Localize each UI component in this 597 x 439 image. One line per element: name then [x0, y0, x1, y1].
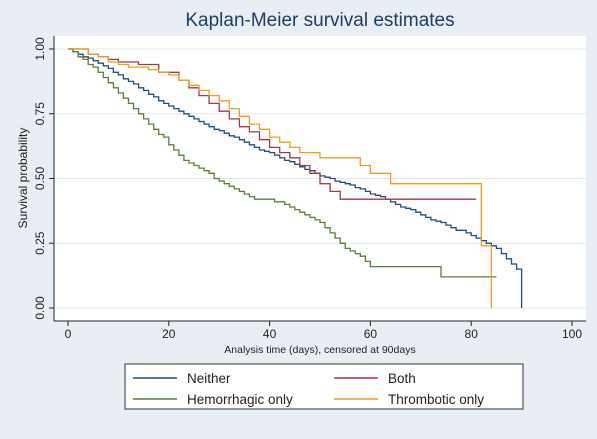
x-axis-label: Analysis time (days), censored at 90days [224, 344, 415, 356]
legend-items: Neither Both Hemorrhagic only Thrombotic on… [133, 371, 484, 407]
y-ticks: 0.00 0.25 0.50 0.75 1.00 [33, 37, 54, 320]
x-tick-label: 60 [364, 327, 378, 341]
x-tick-label: 20 [162, 327, 176, 341]
series-line-both [68, 48, 477, 200]
legend-label-thrombotic-only: Thrombotic only [388, 392, 484, 407]
legend: Neither Both Hemorrhagic only Thrombotic on… [124, 363, 524, 410]
legend-box [124, 363, 524, 410]
y-tick-label: 0.25 [33, 231, 47, 255]
x-tick-label: 80 [465, 327, 479, 341]
series-lines [68, 48, 523, 308]
x-tick-label: 100 [562, 327, 582, 341]
x-tick-label: 40 [263, 327, 277, 341]
x-ticks: 0 20 40 60 80 100 [65, 321, 582, 341]
x-tick-label: 0 [65, 327, 72, 341]
y-tick-label: 1.00 [33, 37, 47, 61]
series-line-neither [68, 48, 523, 308]
series-line-thrombotic-only [68, 48, 493, 308]
series-line-hemorrhagic-only [68, 48, 497, 278]
legend-label-hemorrhagic-only: Hemorrhagic only [187, 392, 293, 407]
y-axis-label: Survival probability [16, 128, 30, 229]
y-tick-label: 0.75 [33, 102, 47, 126]
y-tick-label: 0.00 [33, 296, 47, 320]
legend-label-both: Both [388, 371, 416, 386]
y-tick-label: 0.50 [33, 166, 47, 190]
legend-label-neither: Neither [187, 371, 231, 386]
chart-title: Kaplan-Meier survival estimates [185, 10, 454, 31]
